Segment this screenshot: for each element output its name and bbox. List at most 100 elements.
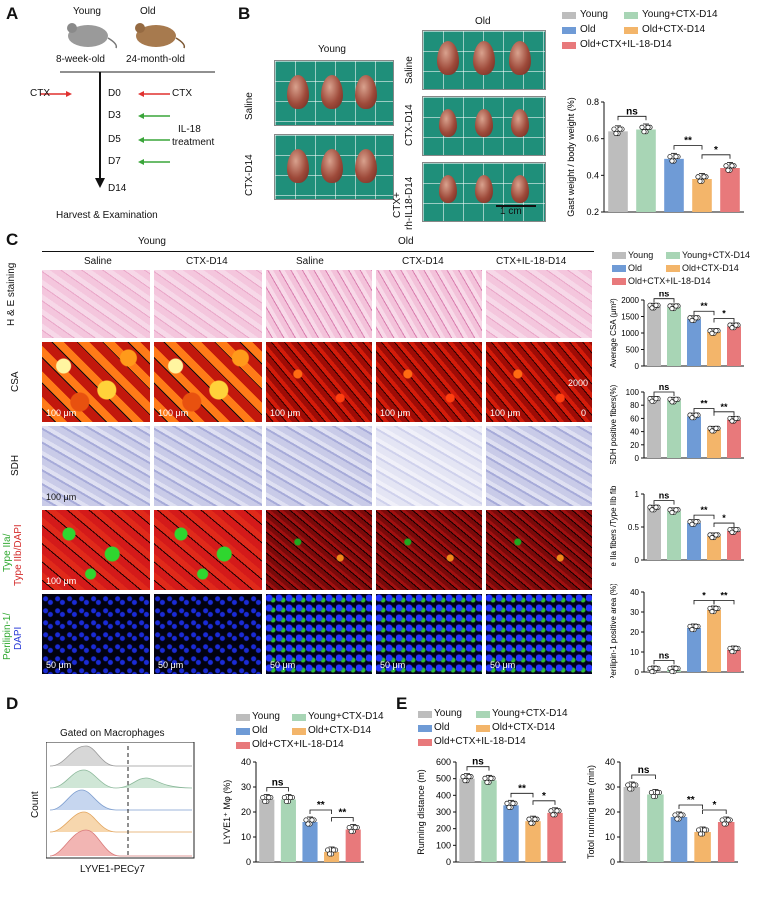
- data-point: [305, 821, 311, 827]
- b-row-ctx-old: CTX-D14: [404, 104, 415, 146]
- y-tick-label: 2000: [621, 296, 639, 305]
- data-point: [625, 782, 631, 788]
- csa-image: 100 μm 2000 0: [486, 342, 592, 422]
- fiber-type-image: [376, 510, 482, 590]
- old-label: Old: [140, 6, 156, 17]
- c-col-header: Saline: [296, 256, 324, 267]
- bar: [647, 794, 664, 862]
- y-tick-label: 400: [436, 790, 451, 800]
- data-point: [645, 124, 651, 130]
- significance-bracket: [653, 391, 675, 396]
- y-tick-label: 1: [635, 490, 640, 499]
- fiber-type-image: [266, 510, 372, 590]
- data-point: [729, 649, 735, 655]
- bar: [647, 306, 661, 366]
- legend-young-ctx: Young+CTX-D14: [308, 711, 384, 722]
- ctx-right-label: CTX: [172, 88, 192, 99]
- y-axis-label: SDH positive fibers(%): [609, 384, 618, 464]
- day-label: D5: [108, 134, 121, 145]
- scale-1cm-label: 1 cm: [500, 206, 522, 217]
- significance-label: *: [722, 513, 726, 523]
- data-point: [723, 163, 729, 169]
- c-row-fiber-b: Type IIb/DAPI: [13, 524, 24, 586]
- data-point: [689, 521, 695, 527]
- he-image: [266, 270, 372, 338]
- legend-swatch-old: [418, 725, 432, 732]
- significance-label: ns: [659, 650, 670, 660]
- data-point: [669, 306, 675, 312]
- y-tick-label: 0: [635, 556, 640, 565]
- y-tick-label: 100: [626, 388, 640, 397]
- panel-e-label: E: [396, 694, 408, 713]
- bar: [717, 822, 735, 862]
- perilipin-image: 50 μm: [42, 594, 150, 674]
- y-axis-label: Running distance (m): [416, 769, 426, 855]
- b-row-ctx-il18-b: rh-IL18-D14: [404, 176, 415, 230]
- harvest-label: Harvest & Examination: [56, 210, 158, 221]
- significance-bracket: [673, 145, 703, 150]
- data-point: [719, 817, 725, 823]
- y-tick-label: 80: [630, 401, 639, 410]
- legend-old: Old: [628, 263, 643, 273]
- y-tick-label: 30: [605, 782, 615, 792]
- data-point: [352, 824, 358, 831]
- legend-young-ctx: Young+CTX-D14: [682, 250, 750, 260]
- c-row-sdh: SDH: [10, 454, 21, 476]
- data-point: [283, 798, 289, 805]
- y-tick-label: 0.6: [586, 134, 599, 144]
- data-point: [617, 126, 623, 132]
- bar: [667, 511, 681, 560]
- legend-swatch-young: [418, 711, 432, 718]
- data-point: [548, 808, 554, 814]
- data-point: [649, 305, 655, 311]
- bar: [727, 419, 741, 458]
- y-tick-label: 10: [630, 648, 639, 657]
- data-point: [554, 808, 560, 814]
- data-point: [672, 812, 678, 818]
- y-axis-label: Totol running time (min): [586, 765, 596, 859]
- y-tick-label: 10: [241, 832, 251, 842]
- b-row-saline-young: Saline: [244, 92, 255, 120]
- c-row-csa: CSA: [10, 371, 21, 392]
- significance-bracket: [713, 318, 735, 323]
- b-old-header: Old: [475, 16, 491, 27]
- data-point: [709, 535, 715, 541]
- data-point: [325, 847, 331, 853]
- he-image: [42, 270, 150, 338]
- csa-image: 100 μm: [266, 342, 372, 422]
- data-point: [697, 178, 703, 184]
- significance-bracket: [713, 522, 735, 528]
- y-tick-label: 1500: [621, 313, 639, 322]
- significance-label: ns: [638, 765, 650, 776]
- y-tick-label: 0: [635, 454, 640, 463]
- fiber-type-image: [154, 510, 262, 590]
- flow-histogram: [46, 742, 195, 859]
- y-tick-label: 30: [630, 608, 639, 617]
- bar: [727, 530, 741, 560]
- bar: [692, 179, 712, 212]
- data-point: [649, 398, 655, 404]
- data-point: [532, 816, 538, 822]
- y-tick-label: 60: [630, 414, 639, 423]
- significance-label: **: [700, 505, 708, 515]
- y-tick-label: 0: [610, 857, 615, 867]
- y-tick-label: 0: [446, 857, 451, 867]
- significance-label: ns: [659, 384, 670, 392]
- data-point: [698, 831, 704, 837]
- sdh-image: 100 μm: [42, 426, 150, 506]
- significance-label: ns: [272, 778, 284, 789]
- y-tick-label: 0: [246, 857, 251, 867]
- legend-young: Young: [252, 711, 280, 722]
- data-point: [331, 847, 337, 853]
- y-tick-label: 0.2: [586, 207, 599, 217]
- perilipin-image: 50 μm: [486, 594, 592, 674]
- bar: [459, 778, 475, 862]
- significance-label: ns: [472, 757, 484, 768]
- he-image: [154, 270, 262, 338]
- data-point: [466, 774, 472, 780]
- significance-label: *: [702, 590, 706, 600]
- legend-swatch-young-ctx: [292, 714, 306, 721]
- legend-swatch-old-ctx: [666, 265, 680, 272]
- data-point: [702, 827, 708, 833]
